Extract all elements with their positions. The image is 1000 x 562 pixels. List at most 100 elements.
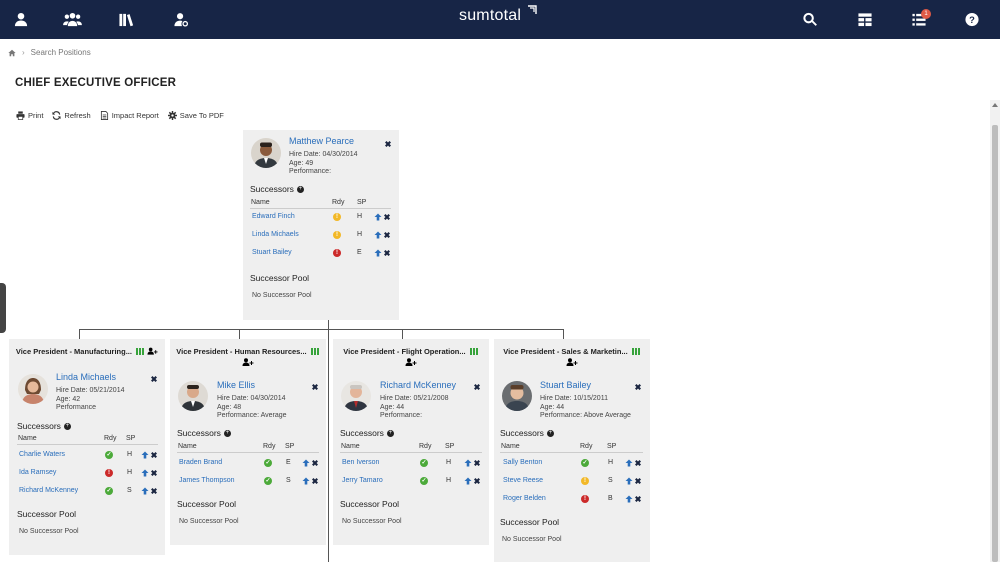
promote-arrow-icon[interactable] [625,459,633,467]
promote-arrow-icon[interactable] [141,451,149,459]
successor-name[interactable]: Jerry Tamaro [342,477,383,484]
add-user-icon[interactable] [147,347,158,355]
remove-icon[interactable] [383,213,391,221]
table-header: Name Rdy SP [340,441,482,453]
promote-arrow-icon[interactable] [374,231,382,239]
remove-icon[interactable] [634,383,642,391]
remove-icon[interactable] [634,477,642,485]
successor-sp: H [446,459,452,466]
position-title[interactable]: Vice President - Flight Operation... [333,347,489,357]
header-name: Name [501,443,520,450]
successor-name[interactable]: James Thompson [179,477,235,484]
user-icon[interactable] [12,11,30,27]
impact-report-button[interactable]: Impact Report [100,111,159,120]
promote-arrow-icon[interactable] [625,477,633,485]
print-button[interactable]: Print [16,111,43,120]
table-row: Charlie Waters ✓ H [17,449,158,466]
remove-icon[interactable] [311,477,319,485]
remove-icon[interactable] [473,383,481,391]
add-successor-icon[interactable]: + [223,429,231,437]
scroll-up-arrow[interactable] [992,103,998,107]
library-icon[interactable] [117,11,135,27]
successor-name[interactable]: Linda Michaels [252,231,299,238]
add-successor-icon[interactable]: + [296,185,304,193]
remove-icon[interactable] [634,459,642,467]
promote-arrow-icon[interactable] [625,495,633,503]
incumbent-name[interactable]: Matthew Pearce [289,136,355,146]
remove-icon[interactable] [150,375,158,383]
position-title-text: Vice President - Manufacturing... [15,347,132,356]
successor-name[interactable]: Roger Belden [503,495,546,502]
incumbent-name[interactable]: Stuart Bailey [540,380,592,390]
refresh-button[interactable]: Refresh [52,111,91,120]
promote-arrow-icon[interactable] [141,469,149,477]
remove-icon[interactable] [473,477,481,485]
row-actions [625,477,642,485]
notification-badge[interactable]: 1 [921,9,931,19]
promote-arrow-icon[interactable] [374,213,382,221]
successor-name[interactable]: Braden Brand [179,459,223,466]
position-title[interactable]: Vice President - Human Resources... [170,347,326,357]
remove-icon[interactable] [383,249,391,257]
add-successor-icon[interactable]: + [546,429,554,437]
help-icon[interactable]: ? [963,11,981,27]
row-actions [302,459,319,467]
position-title[interactable]: Vice President - Manufacturing... [9,347,165,357]
search-icon[interactable] [801,11,819,27]
row-actions [625,495,642,503]
status-bars-icon [310,348,320,357]
successor-name[interactable]: Steve Reese [503,477,544,484]
save-pdf-button[interactable]: Save To PDF [167,111,224,120]
incumbent-name[interactable]: Linda Michaels [56,372,117,382]
incumbent-name[interactable]: Richard McKenney [380,380,457,390]
successor-name[interactable]: Richard McKenney [19,487,79,494]
readiness-ok-icon: ✓ [264,459,272,467]
successor-sp: H [608,459,614,466]
page-title: CHIEF EXECUTIVE OFFICER [15,77,177,89]
remove-icon[interactable] [311,383,319,391]
team-icon[interactable] [62,11,82,27]
successor-pool-heading: Successor Pool [250,273,310,283]
status-bars-icon [469,348,479,357]
successor-name[interactable]: Ben Iverson [342,459,380,466]
position-title[interactable]: Vice President - Sales & Marketin... [494,347,650,357]
successors-heading: Successors + [17,421,71,431]
remove-icon[interactable] [383,231,391,239]
breadcrumb: › Search Positions [8,48,91,57]
remove-icon[interactable] [150,451,158,459]
promote-arrow-icon[interactable] [141,487,149,495]
successor-name[interactable]: Sally Benton [503,459,543,466]
add-user-icon[interactable] [242,358,254,366]
tasks-icon[interactable] [910,11,928,27]
add-user-icon[interactable] [566,358,578,366]
scrollbar-thumb[interactable] [992,125,998,562]
successor-name[interactable]: Stuart Bailey [252,249,292,256]
add-successor-icon[interactable]: + [386,429,394,437]
incumbent-name[interactable]: Mike Ellis [217,380,256,390]
table-row: Ben Iverson ✓ H [340,457,482,474]
remove-icon[interactable] [384,140,392,148]
add-user-icon[interactable] [405,358,417,366]
promote-arrow-icon[interactable] [302,459,310,467]
dashboard-icon[interactable] [856,11,874,27]
successor-name[interactable]: Ida Ramsey [19,469,57,476]
promote-arrow-icon[interactable] [464,459,472,467]
vertical-scrollbar[interactable] [990,100,1000,562]
remove-icon[interactable] [150,469,158,477]
save-pdf-label: Save To PDF [179,111,224,120]
successor-name[interactable]: Charlie Waters [19,451,66,458]
side-panel-handle[interactable] [0,283,6,333]
remove-icon[interactable] [634,495,642,503]
add-successor-icon[interactable]: + [63,422,71,430]
table-header: Name Rdy SP [17,433,158,445]
remove-icon[interactable] [311,459,319,467]
promote-arrow-icon[interactable] [464,477,472,485]
remove-icon[interactable] [150,487,158,495]
breadcrumb-item[interactable]: Search Positions [30,48,91,57]
remove-icon[interactable] [473,459,481,467]
promote-arrow-icon[interactable] [374,249,382,257]
successor-name[interactable]: Edward Finch [252,213,295,220]
home-icon[interactable] [8,49,16,57]
promote-arrow-icon[interactable] [302,477,310,485]
user-settings-icon[interactable] [172,11,190,27]
